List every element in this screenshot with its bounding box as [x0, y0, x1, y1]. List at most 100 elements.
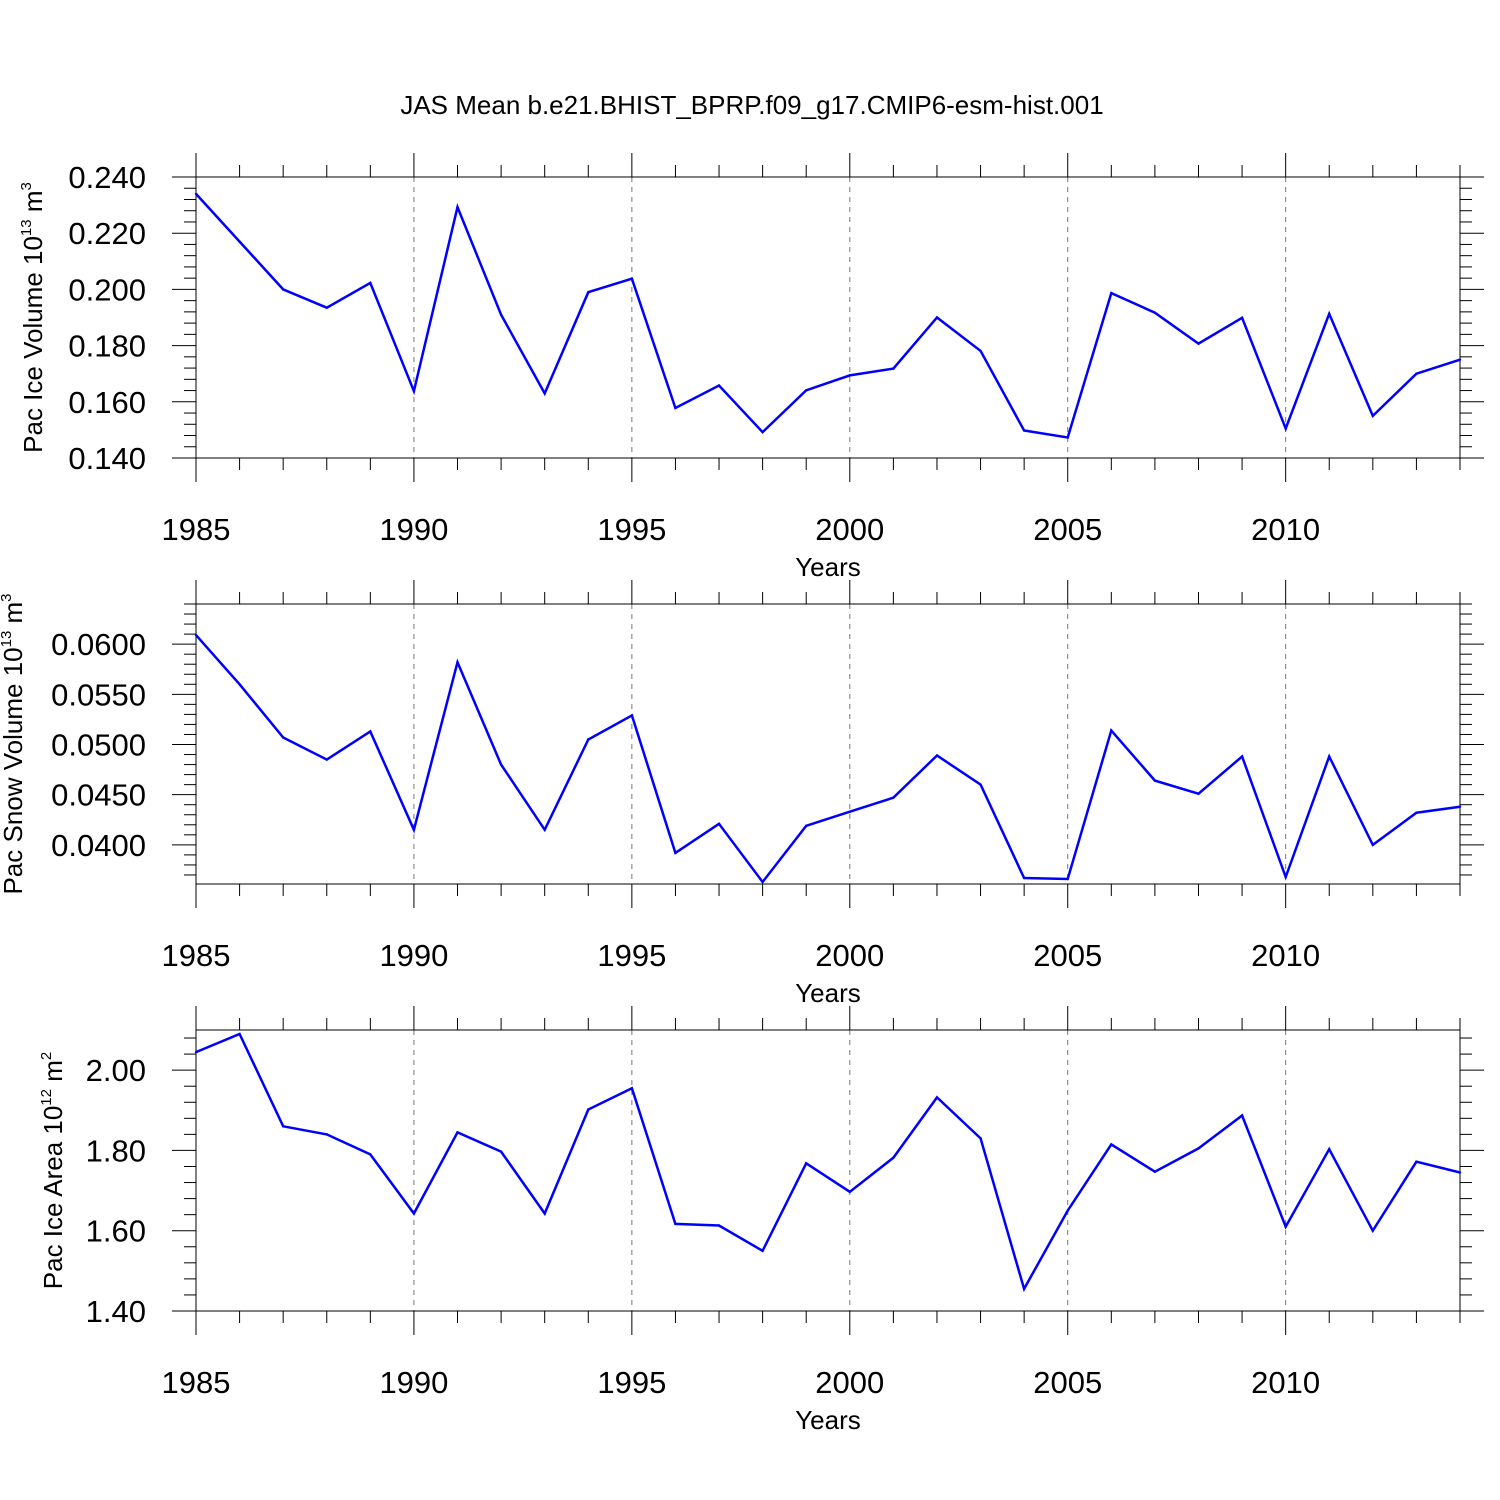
data-point	[1240, 755, 1244, 758]
data-point	[1153, 1170, 1157, 1173]
data-point	[1197, 342, 1200, 345]
data-point	[805, 1162, 808, 1165]
data-point	[979, 1137, 982, 1140]
x-tick-label: 1995	[597, 1365, 666, 1400]
data-point	[499, 763, 503, 766]
data-point	[281, 736, 285, 739]
data-point	[456, 205, 459, 209]
y-tick-label: 0.240	[68, 160, 146, 195]
x-tick-label: 1985	[162, 938, 231, 973]
data-point	[1153, 311, 1157, 314]
x-axis-label: Years	[795, 1405, 861, 1435]
data-point	[1415, 1160, 1418, 1163]
data-point	[587, 1108, 590, 1111]
data-point	[935, 316, 939, 319]
data-point	[717, 384, 721, 387]
data-point	[1415, 811, 1418, 814]
data-point	[194, 633, 198, 637]
data-point	[674, 1222, 677, 1226]
data-point	[1458, 805, 1462, 808]
panel-3: 1985 1990 1995 2000 2005 2010 1.40 1.60 1.80 2.00…	[38, 1006, 1484, 1435]
data-point	[805, 389, 808, 392]
x-axis-label: Years	[795, 978, 861, 1008]
y-tick-label: 0.0450	[51, 778, 146, 813]
y-tick-label: 0.140	[68, 441, 146, 476]
data-point	[543, 828, 546, 832]
y-tick-label: 0.160	[68, 385, 146, 420]
x-tick-label: 1985	[162, 512, 231, 547]
y-tick-label: 0.0600	[51, 627, 146, 662]
data-point	[412, 1212, 416, 1215]
data-point	[499, 313, 503, 316]
y-tick-label: 0.0400	[51, 828, 146, 863]
y-axis-label: Pac Ice Volume 1013 m3	[18, 182, 48, 453]
data-point	[674, 851, 677, 855]
x-tick-label: 1985	[162, 1365, 231, 1400]
data-point	[1458, 358, 1462, 361]
data-point	[1022, 1287, 1026, 1291]
data-point	[1328, 755, 1331, 758]
data-point	[761, 430, 764, 434]
data-point	[369, 281, 372, 285]
y-tick-label: 1.40	[86, 1294, 146, 1329]
data-point	[935, 754, 939, 757]
data-point	[1284, 427, 1287, 430]
data-point	[369, 1153, 372, 1156]
data-point	[412, 389, 416, 393]
data-point	[1328, 1148, 1331, 1151]
data-point	[1110, 1143, 1113, 1146]
data-point	[1371, 843, 1375, 847]
data-point	[1371, 414, 1375, 418]
y-tick-label: 0.180	[68, 329, 146, 364]
series-line	[195, 193, 1461, 439]
panels-group: 1985 1990 1995 2000 2005 2010 0.140 0.160 0.180 0…	[0, 153, 1484, 1435]
x-tick-label: 1990	[379, 938, 448, 973]
plot-frame	[195, 176, 1461, 459]
series-line	[195, 1032, 1461, 1293]
data-point	[892, 367, 895, 370]
data-point	[587, 291, 590, 294]
x-tick-label: 2005	[1033, 938, 1102, 973]
data-point	[892, 796, 895, 799]
x-tick-label: 2005	[1033, 512, 1102, 547]
x-tick-label: 2000	[815, 512, 884, 547]
data-point	[238, 683, 241, 686]
x-tick-label: 1995	[597, 512, 666, 547]
plot-frame	[195, 1029, 1461, 1312]
data-point	[543, 1212, 546, 1215]
data-point	[456, 1131, 459, 1134]
data-point	[674, 406, 677, 410]
data-point	[1458, 1171, 1462, 1174]
y-tick-label: 2.00	[86, 1053, 146, 1088]
data-point	[630, 714, 634, 717]
y-tick-label: 1.60	[86, 1214, 146, 1249]
y-tick-label: 0.0500	[51, 728, 146, 763]
data-point	[935, 1096, 939, 1099]
x-tick-label: 2000	[815, 938, 884, 973]
data-point	[848, 1190, 851, 1193]
x-tick-label: 2000	[815, 1365, 884, 1400]
data-point	[194, 192, 198, 196]
data-point	[1197, 792, 1200, 795]
data-point	[1415, 372, 1418, 375]
x-tick-label: 2010	[1251, 938, 1320, 973]
data-point	[1022, 876, 1026, 880]
data-point	[499, 1150, 503, 1153]
x-tick-label: 1990	[379, 1365, 448, 1400]
data-point	[1110, 729, 1113, 732]
data-point	[369, 730, 372, 733]
data-point	[1240, 1114, 1244, 1117]
data-point	[848, 810, 851, 813]
data-point	[1153, 779, 1157, 782]
data-point	[281, 288, 285, 291]
data-point	[281, 1125, 285, 1128]
data-point	[1328, 312, 1331, 316]
y-tick-label: 0.200	[68, 272, 146, 307]
chart-title: JAS Mean b.e21.BHIST_BPRP.f09_g17.CMIP6-…	[400, 90, 1103, 120]
data-point	[848, 374, 851, 377]
data-point	[717, 822, 721, 825]
data-point	[1110, 291, 1113, 295]
data-point	[587, 738, 590, 741]
data-point	[1066, 1209, 1069, 1212]
